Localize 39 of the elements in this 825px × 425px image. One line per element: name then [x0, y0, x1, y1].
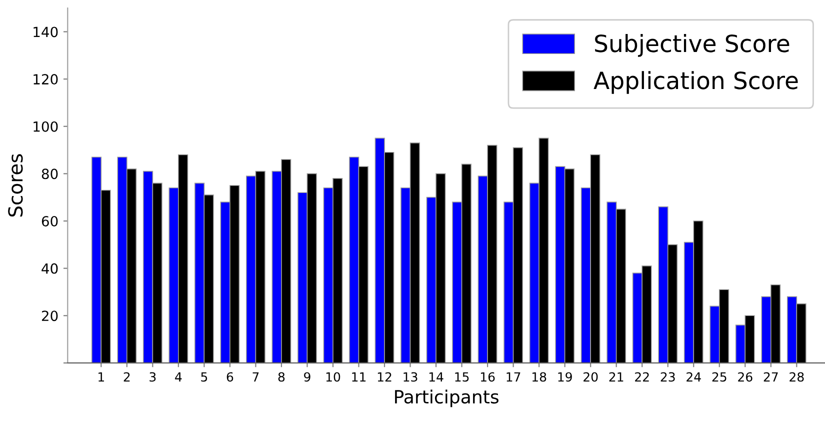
- y-tick-label: 20: [42, 310, 58, 322]
- x-tick-label: 14: [429, 372, 444, 382]
- y-axis-title: Scores: [8, 154, 23, 217]
- legend-label: Subjective Score: [595, 34, 790, 57]
- y-tick-label: 80: [42, 168, 58, 180]
- x-tick-label: 21: [609, 372, 624, 382]
- x-tick-label: 24: [686, 372, 701, 382]
- x-tick-label: 20: [584, 372, 598, 382]
- x-tick-label: 12: [378, 372, 392, 382]
- y-tick-label: 40: [42, 263, 58, 274]
- y-tick-label: 60: [42, 216, 58, 226]
- x-tick-label: 13: [404, 372, 418, 382]
- x-tick-label: 2: [124, 372, 130, 382]
- x-tick-label: 4: [175, 372, 182, 382]
- x-axis-title: Participants: [395, 390, 498, 408]
- x-tick-label: 26: [738, 372, 752, 382]
- y-tick-label: 140: [34, 26, 58, 38]
- x-tick-label: 8: [278, 372, 285, 382]
- x-tick-label: 19: [558, 372, 572, 382]
- x-tick-label: 6: [226, 372, 234, 382]
- x-tick-label: 22: [635, 372, 649, 382]
- x-tick-label: 5: [201, 372, 208, 382]
- y-tick-label: 120: [34, 74, 58, 85]
- x-tick-label: 11: [352, 372, 366, 382]
- x-tick-label: 27: [764, 372, 778, 382]
- x-tick-label: 7: [252, 372, 259, 382]
- x-tick-label: 28: [790, 372, 804, 382]
- x-tick-label: 18: [532, 372, 546, 382]
- x-tick-label: 17: [506, 372, 520, 382]
- x-tick-label: 25: [712, 372, 726, 382]
- x-tick-label: 1: [98, 372, 104, 382]
- x-tick-label: 23: [660, 372, 675, 382]
- x-tick-label: 16: [480, 372, 495, 382]
- x-tick-label: 3: [150, 372, 156, 382]
- x-tick-label: 9: [304, 372, 310, 382]
- y-tick-label: 100: [34, 121, 58, 132]
- x-tick-label: 15: [455, 372, 469, 382]
- x-tick-label: 10: [326, 372, 340, 382]
- legend-label: Application Score: [594, 71, 798, 94]
